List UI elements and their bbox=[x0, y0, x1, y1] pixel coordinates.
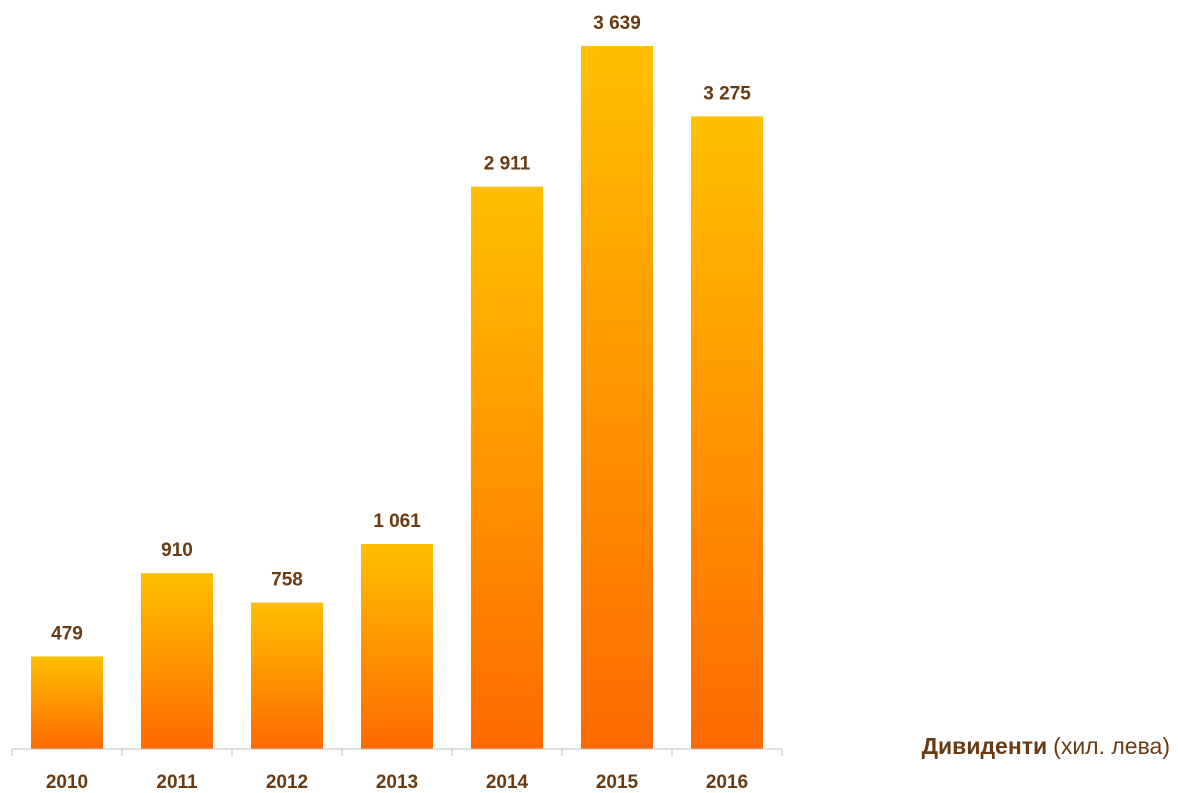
bar bbox=[361, 544, 433, 749]
value-label: 910 bbox=[161, 540, 193, 561]
x-tick-label: 2015 bbox=[596, 772, 639, 793]
value-label: 1 061 bbox=[373, 511, 421, 532]
bar bbox=[141, 573, 213, 749]
x-tick-label: 2016 bbox=[706, 772, 748, 793]
value-label: 2 911 bbox=[484, 154, 531, 175]
x-tick-label: 2011 bbox=[156, 772, 198, 793]
bar bbox=[471, 186, 543, 749]
x-tick-label: 2010 bbox=[46, 772, 88, 793]
x-tick-label: 2014 bbox=[486, 772, 529, 793]
bar bbox=[251, 602, 323, 749]
chart-subtitle: (хил. лева) bbox=[1053, 733, 1170, 759]
value-label: 3 275 bbox=[703, 83, 751, 104]
bar bbox=[691, 116, 763, 749]
chart-title: Дивиденти bbox=[922, 733, 1048, 759]
bar bbox=[31, 656, 103, 749]
x-tick-label: 2013 bbox=[376, 772, 418, 793]
chart-title-group: Дивиденти (хил. лева) bbox=[922, 733, 1170, 759]
value-label: 479 bbox=[51, 623, 83, 644]
value-label: 3 639 bbox=[593, 13, 641, 34]
value-label: 758 bbox=[271, 570, 303, 591]
x-tick-label: 2012 bbox=[266, 772, 308, 793]
bar bbox=[581, 46, 653, 749]
